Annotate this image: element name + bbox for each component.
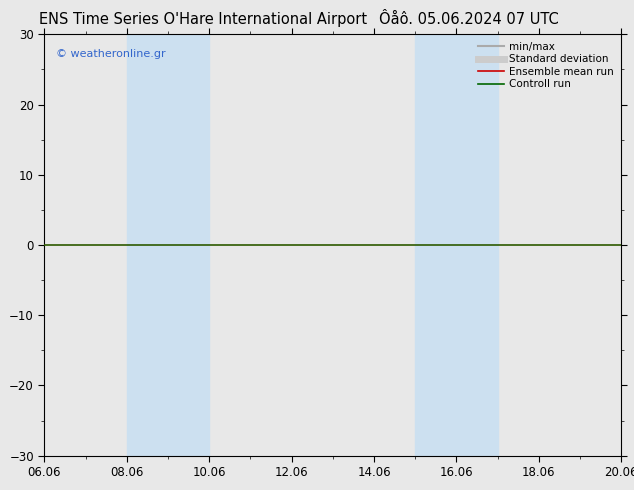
Bar [415,34,456,456]
Text: © weatheronline.gr: © weatheronline.gr [56,49,165,59]
Bar [168,34,209,456]
Legend: min/max, Standard deviation, Ensemble mean run, Controll run: min/max, Standard deviation, Ensemble me… [476,40,616,92]
Bar [456,34,498,456]
Text: Ôåô. 05.06.2024 07 UTC: Ôåô. 05.06.2024 07 UTC [379,12,559,27]
Text: ENS Time Series O'Hare International Airport: ENS Time Series O'Hare International Air… [39,12,367,27]
Bar [127,34,168,456]
